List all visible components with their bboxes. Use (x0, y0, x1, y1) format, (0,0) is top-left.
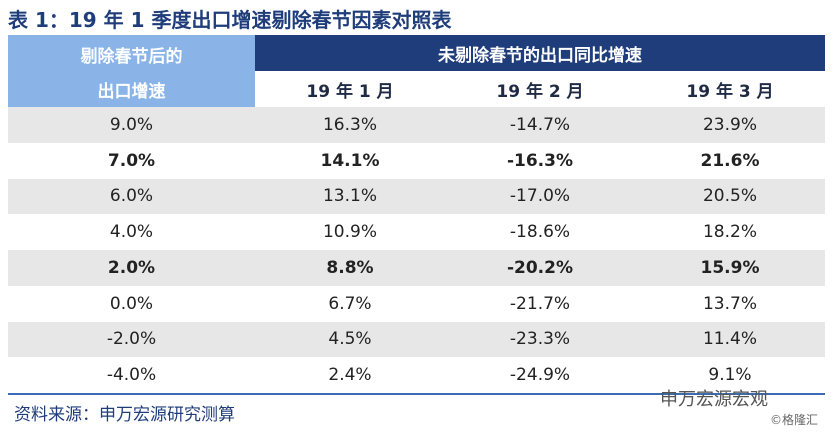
table-cell: 8.8% (326, 257, 374, 278)
left-header-line: 剔除春节后的 (80, 46, 183, 67)
table-cell: 23.9% (702, 114, 757, 135)
credit: ©格隆汇 (770, 413, 819, 427)
table-cell: 15.9% (700, 257, 760, 278)
table-cell: -21.7% (509, 293, 571, 314)
table-cell: 2.0% (107, 257, 156, 278)
table-cell: 10.9% (322, 222, 377, 243)
table-cell: 11.4% (702, 329, 757, 350)
left-header-line: 出口增速 (97, 81, 166, 102)
table-cell: 2.4% (328, 365, 372, 386)
row-band (8, 321, 825, 358)
table-cell: 18.2% (702, 222, 757, 243)
table-cell: 20.5% (702, 186, 757, 207)
table-cell: 21.6% (700, 150, 760, 171)
table-cell: 9.1% (708, 365, 752, 386)
table-title: 表 1：19 年 1 季度出口增速剔除春节因素对照表 (8, 8, 452, 32)
column-header: 19 年 1 月 (306, 82, 394, 102)
table-cell: 4.0% (109, 222, 154, 243)
row-band (8, 178, 825, 215)
source-note: 资料来源：申万宏源研究测算 (14, 405, 235, 425)
table-cell: 9.0% (109, 114, 154, 135)
table-cell: 0.0% (109, 293, 154, 314)
table-cell: 4.5% (328, 329, 372, 350)
table-cell: -18.6% (509, 222, 571, 243)
table-cell: -2.0% (106, 329, 157, 350)
table-cell: 6.7% (328, 293, 372, 314)
left-header-bg (8, 35, 255, 107)
table-cell: -4.0% (106, 365, 157, 386)
column-header: 19 年 3 月 (686, 82, 774, 102)
table-cell: -24.9% (509, 365, 571, 386)
row-band (8, 250, 825, 286)
table-cell: 13.7% (702, 293, 757, 314)
table-cell: 14.1% (320, 150, 380, 171)
table-cell: -14.7% (509, 114, 571, 135)
table-cell: 7.0% (107, 150, 156, 171)
watermark: 申万宏源宏观 (660, 389, 768, 410)
group-header: 未剔除春节的出口同比增速 (255, 35, 825, 71)
table-cell: 6.0% (109, 186, 154, 207)
table-cell: 16.3% (322, 114, 377, 135)
table-cell: -16.3% (506, 150, 574, 171)
table-cell: -20.2% (506, 257, 574, 278)
table-cell: -17.0% (509, 186, 571, 207)
bottom-rule (8, 393, 825, 395)
table-cell: -23.3% (509, 329, 571, 350)
row-band (8, 107, 825, 143)
table-cell: 13.1% (322, 186, 377, 207)
column-header: 19 年 2 月 (496, 82, 584, 102)
